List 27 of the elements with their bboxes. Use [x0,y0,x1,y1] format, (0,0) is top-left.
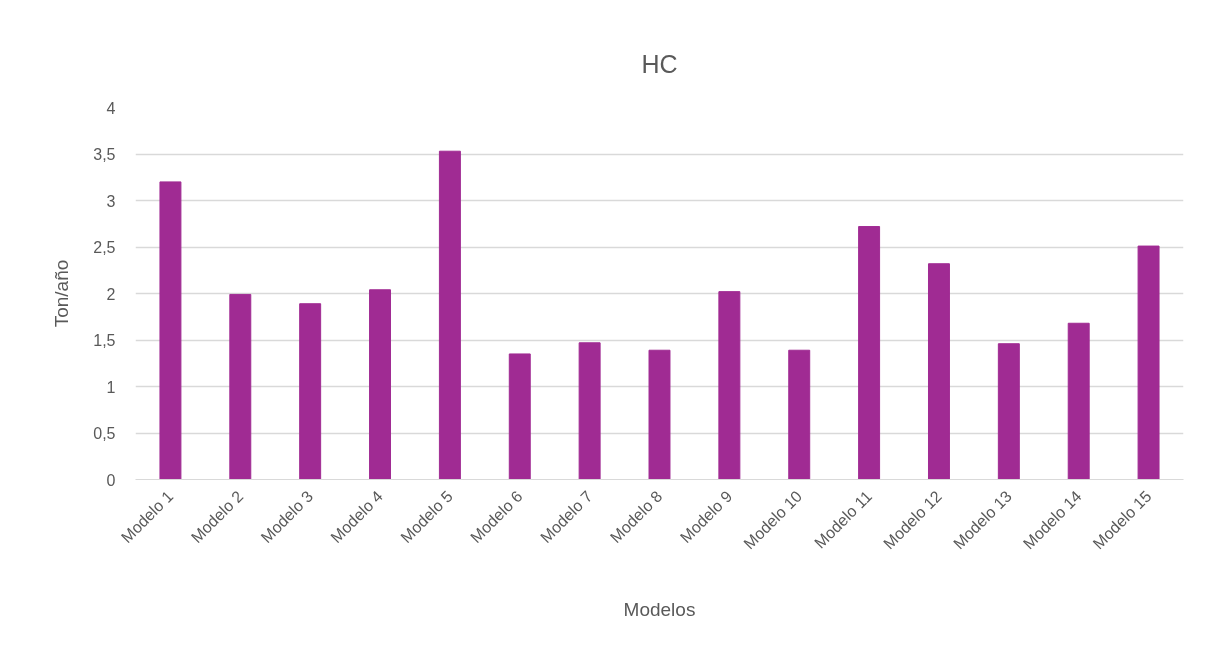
bar [299,303,322,480]
bar [438,150,461,480]
bar [369,289,392,480]
bar [229,293,252,480]
y-axis-title: Ton/año [51,259,73,328]
bar [927,263,950,480]
bar [159,181,182,480]
bar [997,343,1020,480]
bar [508,353,531,480]
x-axis-title: Modelos [623,599,696,621]
y-tick-label: 4 [106,99,116,117]
y-tick-label: 3 [106,192,116,210]
bar [1067,322,1090,480]
y-tick-label: 1 [106,378,116,396]
bar [718,291,741,480]
y-tick-label: 0 [106,471,116,489]
bar [1137,245,1160,480]
bar [788,349,811,480]
y-tick-label: 0,5 [93,425,116,442]
bar [648,349,671,480]
y-tick-label: 3,5 [93,146,116,163]
bar [578,342,601,480]
y-tick-label: 1,5 [93,332,116,349]
y-tick-label: 2,5 [93,239,116,256]
y-tick-label: 2 [106,285,116,303]
bar [858,226,881,480]
chart-title: HC [641,49,678,78]
